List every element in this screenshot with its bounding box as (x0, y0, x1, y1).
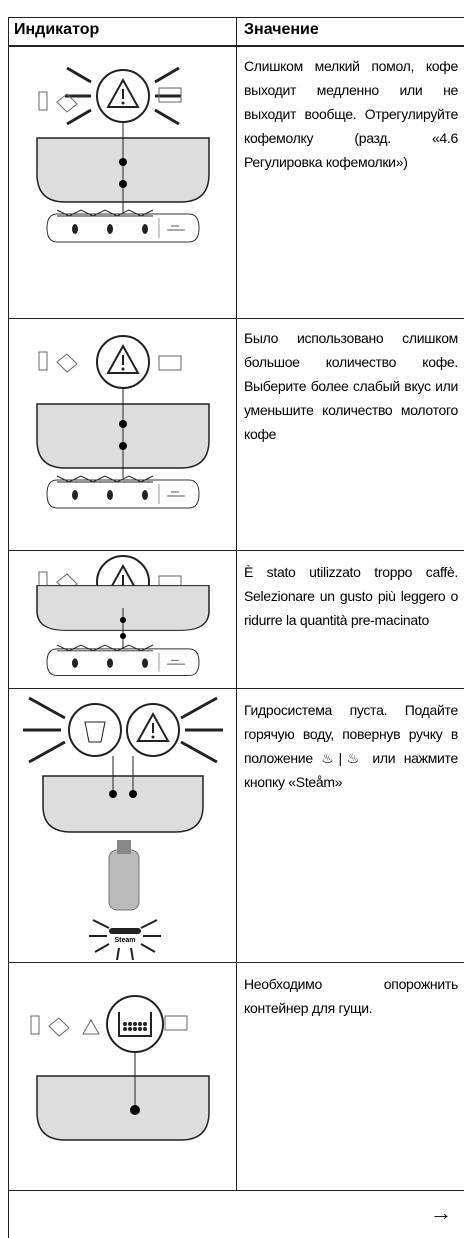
steam-label: Steam (114, 937, 135, 944)
header-meaning: Значение (244, 21, 319, 38)
illustration (36, 66, 210, 243)
illustration (30, 995, 210, 1141)
row-text: Слишком мелкий помол, кофе выходит медле… (244, 58, 458, 170)
row-text: Гидросистема пуста. Подайте горячую воду… (244, 702, 458, 790)
header-indicator: Индикатор (14, 21, 100, 38)
rule (8, 17, 9, 1238)
row-text: Было использовано слишком большое количе… (244, 330, 458, 442)
next-arrow: → (430, 1200, 452, 1225)
illustration (36, 555, 210, 676)
illustration (36, 335, 210, 509)
illustration: Steam (23, 696, 223, 960)
row-text: Необходимо опорожнить контейнер для гущи… (244, 976, 458, 1016)
row-text: È stato utilizzato troppo caffè. Selezio… (244, 564, 458, 628)
rule (8, 1190, 464, 1191)
rule (236, 17, 237, 1190)
